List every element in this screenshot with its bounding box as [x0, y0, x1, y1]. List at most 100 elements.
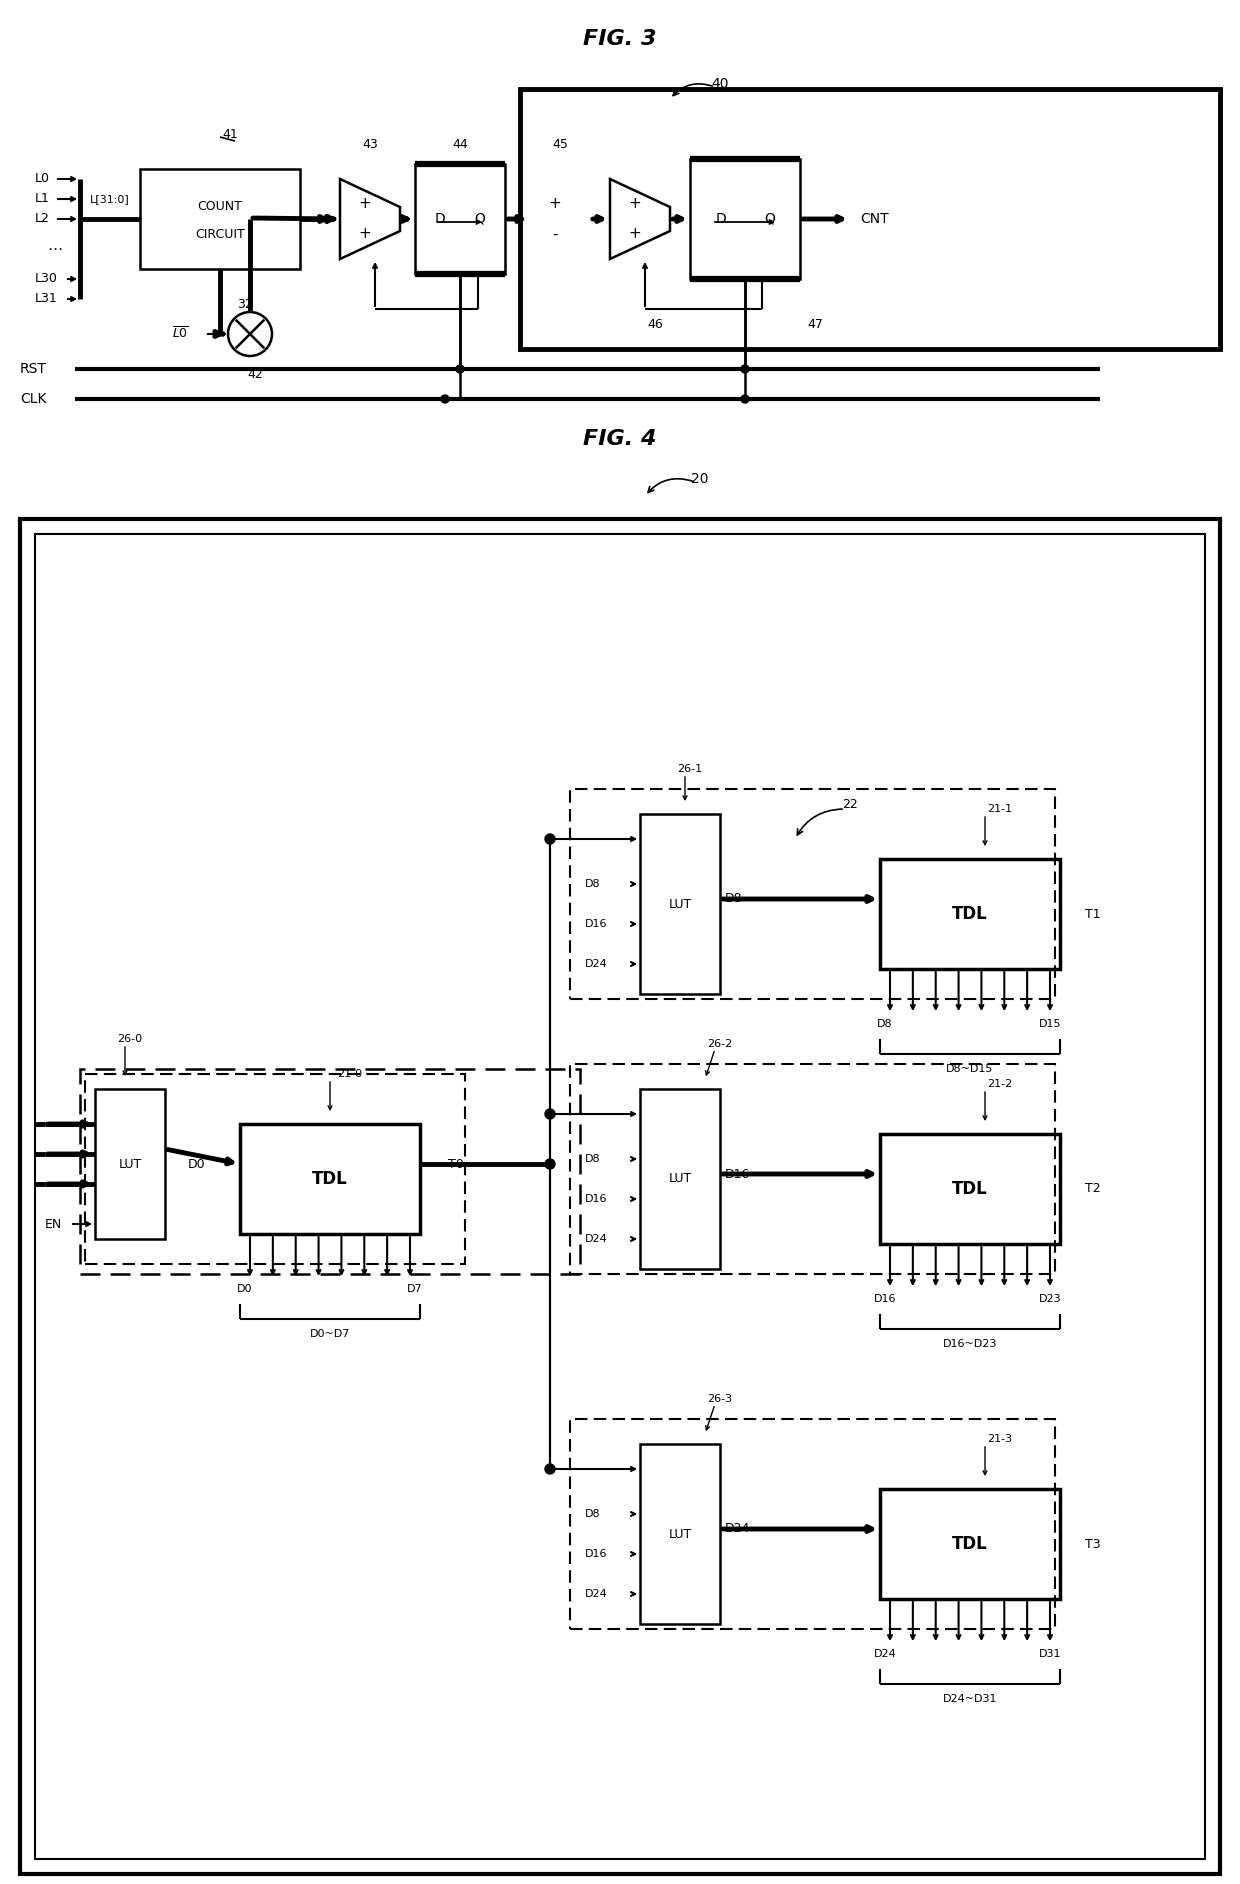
Circle shape: [546, 835, 556, 844]
Text: D16: D16: [585, 1549, 608, 1558]
Text: 42: 42: [247, 367, 263, 381]
Text: TDL: TDL: [952, 1179, 988, 1198]
Text: +: +: [548, 196, 562, 211]
Text: 21-2: 21-2: [987, 1080, 1013, 1089]
Text: CNT: CNT: [861, 213, 889, 226]
Text: 26-0: 26-0: [118, 1034, 143, 1044]
Text: TDL: TDL: [952, 904, 988, 923]
Text: D24: D24: [585, 1588, 608, 1600]
Text: +: +: [629, 226, 641, 241]
Text: 32: 32: [237, 298, 253, 311]
Text: D16~D23: D16~D23: [942, 1340, 997, 1349]
Text: +: +: [358, 196, 371, 211]
Text: FIG. 4: FIG. 4: [583, 430, 657, 448]
Text: D16: D16: [874, 1294, 897, 1304]
Text: EN: EN: [45, 1217, 62, 1230]
Text: T2: T2: [1085, 1183, 1101, 1196]
Text: D24: D24: [585, 1234, 608, 1243]
Text: D: D: [435, 213, 445, 226]
Bar: [570, 1419, 1055, 1630]
Circle shape: [742, 365, 749, 373]
Text: TDL: TDL: [952, 1535, 988, 1552]
Circle shape: [546, 1110, 556, 1119]
Text: D: D: [715, 213, 727, 226]
Bar: [520, 89, 1220, 349]
Text: D0~D7: D0~D7: [310, 1328, 350, 1340]
Text: 21-0: 21-0: [337, 1068, 362, 1080]
Bar: [689, 158, 800, 279]
Text: D7: D7: [407, 1285, 423, 1294]
Text: 21-1: 21-1: [987, 804, 1013, 814]
Text: D0: D0: [187, 1157, 205, 1170]
Text: D0: D0: [237, 1285, 253, 1294]
Polygon shape: [529, 179, 590, 258]
Text: LUT: LUT: [668, 1172, 692, 1185]
Text: D16: D16: [585, 919, 608, 929]
Bar: [640, 814, 720, 995]
Text: T1: T1: [1085, 908, 1101, 921]
Text: FIG. 3: FIG. 3: [583, 28, 657, 49]
Text: 47: 47: [807, 318, 823, 330]
Text: RST: RST: [20, 362, 47, 377]
Text: 26-1: 26-1: [677, 765, 703, 774]
Bar: [20, 518, 1220, 1875]
Text: 43: 43: [362, 138, 378, 151]
Text: L30: L30: [35, 273, 58, 286]
Text: D24: D24: [874, 1648, 897, 1660]
Bar: [86, 1074, 465, 1264]
Bar: [880, 1488, 1060, 1600]
Text: D24: D24: [585, 959, 608, 968]
Text: D23: D23: [1039, 1294, 1061, 1304]
Text: D8~D15: D8~D15: [946, 1064, 993, 1074]
Text: 20: 20: [691, 473, 709, 486]
Bar: [880, 1134, 1060, 1243]
Text: T3: T3: [1085, 1537, 1101, 1551]
Text: 22: 22: [842, 797, 858, 810]
Text: 21-3: 21-3: [987, 1434, 1013, 1443]
Text: D16: D16: [585, 1194, 608, 1204]
Bar: [241, 1125, 420, 1234]
Polygon shape: [340, 179, 401, 258]
Text: L2: L2: [35, 213, 50, 226]
Text: 26-2: 26-2: [707, 1038, 733, 1049]
Text: T0: T0: [448, 1157, 464, 1170]
Text: L31: L31: [35, 292, 58, 305]
Text: D24: D24: [725, 1522, 750, 1535]
Bar: [81, 1068, 580, 1274]
Text: COUNT: COUNT: [197, 200, 243, 213]
Circle shape: [546, 1464, 556, 1473]
Text: 40: 40: [712, 77, 729, 90]
Text: D8: D8: [585, 1155, 600, 1164]
Text: +: +: [629, 196, 641, 211]
Text: LUT: LUT: [118, 1157, 141, 1170]
Text: LUT: LUT: [668, 897, 692, 910]
Text: D8: D8: [877, 1019, 893, 1029]
Bar: [415, 164, 505, 273]
Text: 44: 44: [453, 138, 467, 151]
Polygon shape: [610, 179, 670, 258]
Text: D15: D15: [1039, 1019, 1061, 1029]
Bar: [640, 1443, 720, 1624]
Text: -: -: [552, 226, 558, 241]
Text: L1: L1: [35, 192, 50, 205]
Text: D8: D8: [725, 893, 743, 906]
Text: D8: D8: [585, 1509, 600, 1519]
Text: 26-3: 26-3: [708, 1394, 733, 1404]
Bar: [570, 1064, 1055, 1274]
Text: Q: Q: [764, 213, 775, 226]
Text: Q: Q: [475, 213, 485, 226]
Bar: [140, 170, 300, 269]
Text: D8: D8: [585, 880, 600, 889]
Text: TDL: TDL: [312, 1170, 348, 1189]
Bar: [570, 789, 1055, 999]
Text: D24~D31: D24~D31: [942, 1694, 997, 1703]
Text: D31: D31: [1039, 1648, 1061, 1660]
Text: ⋯: ⋯: [47, 241, 63, 256]
Text: +: +: [358, 226, 371, 241]
Bar: [35, 533, 1205, 1860]
Text: D16: D16: [725, 1168, 750, 1181]
Bar: [640, 1089, 720, 1270]
Text: 41: 41: [222, 128, 238, 141]
Text: $\overline{L0}$: $\overline{L0}$: [171, 326, 188, 341]
Circle shape: [742, 396, 749, 403]
